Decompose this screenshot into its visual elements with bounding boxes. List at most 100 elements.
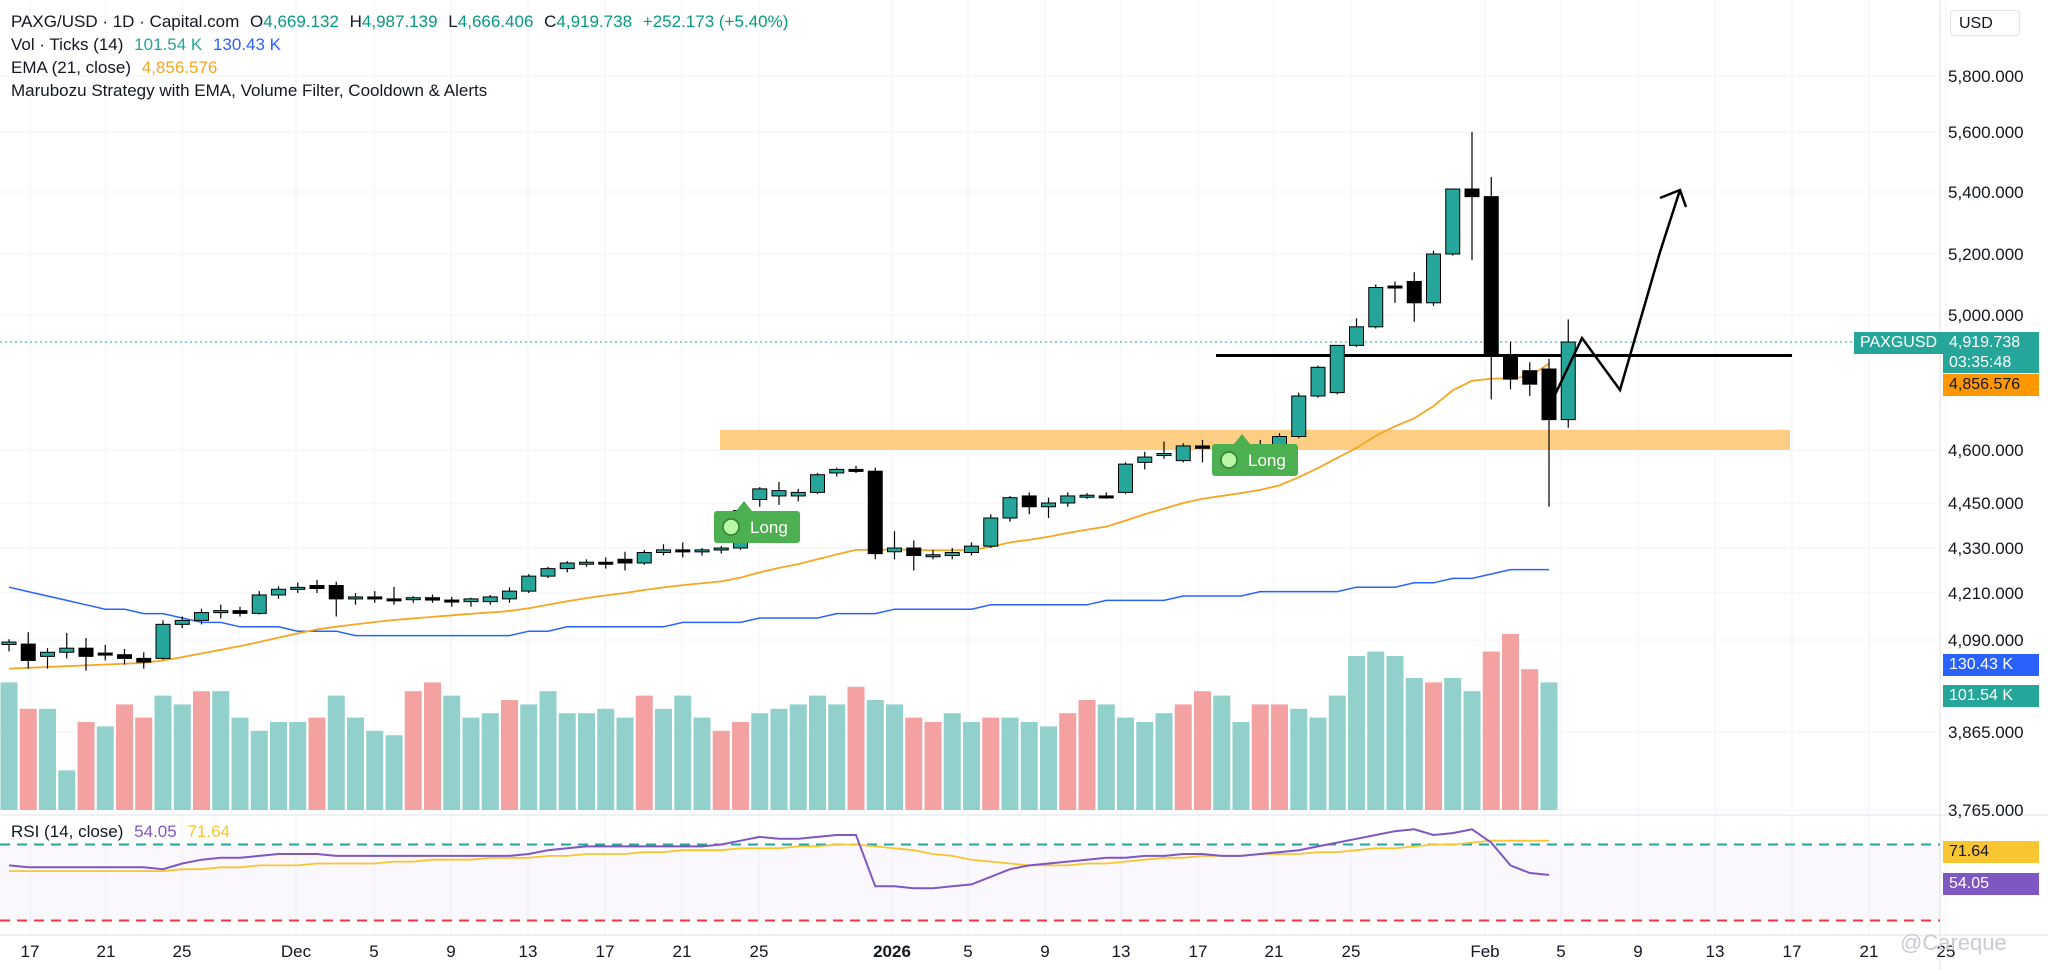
candle-body (367, 596, 383, 600)
candle-body (540, 568, 556, 577)
candle (867, 467, 883, 560)
candle (579, 559, 594, 567)
volume-bar (674, 695, 692, 810)
candle (1483, 177, 1499, 400)
time-tick-label: 5 (963, 942, 972, 961)
ema-legend-label: EMA (21, close) (11, 58, 131, 77)
price-tick-label: 5,800.000 (1948, 67, 2024, 86)
volume-bar (828, 704, 846, 810)
candle-body (155, 623, 171, 659)
long-signal-box (714, 511, 800, 543)
last-price-label: 4,919.738 (1943, 332, 2039, 354)
volume-bar (1521, 669, 1539, 810)
candle-body (502, 590, 517, 600)
candle (1, 639, 17, 652)
candle-body (213, 610, 229, 614)
strategy-legend[interactable]: Marubozu Strategy with EMA, Volume Filte… (11, 80, 493, 102)
candle-body (463, 598, 479, 603)
candle-body (810, 474, 825, 493)
candle-body (1349, 326, 1364, 346)
projection-path (1541, 189, 1682, 421)
volume-bar (1367, 651, 1385, 810)
candle (348, 593, 363, 605)
volume-legend[interactable]: Vol · Ticks (14) 101.54 K 130.43 K (11, 34, 287, 56)
price-tick-label: 5,600.000 (1948, 123, 2024, 142)
candle-body (1426, 253, 1441, 304)
candle (1329, 344, 1345, 395)
volume-bar (847, 686, 865, 810)
candle-body (117, 654, 132, 659)
candle-body (1483, 196, 1499, 356)
ema-legend[interactable]: EMA (21, close) 4,856.576 (11, 57, 223, 79)
time-tick-label: 9 (1633, 942, 1642, 961)
candle (1349, 318, 1364, 348)
volume-bar (597, 708, 615, 810)
price-axis: 5,800.000 5,600.000 5,400.000 5,200.000 5,00… (1948, 67, 2024, 820)
volume-bar (501, 700, 518, 810)
price-tick-label: 5,400.000 (1948, 183, 2024, 202)
volume-bar (424, 682, 441, 810)
candle-body (309, 585, 325, 589)
rsi-band (0, 844, 1940, 921)
candle-body (559, 562, 575, 570)
candle (906, 540, 922, 571)
volume-bar (1078, 700, 1096, 810)
volume-bar (366, 730, 384, 810)
candle-body (771, 490, 787, 497)
header-legend: PAXG/USD · 1D · Capital.com O4,669.132 H… (11, 11, 794, 33)
candle (540, 566, 556, 578)
ohlc-change: +252.173 (+5.40%) (642, 12, 789, 31)
volume-last-label: 101.54 K (1943, 685, 2039, 707)
volume-legend-value2: 130.43 K (212, 35, 282, 54)
candle (752, 487, 768, 507)
ohlc-open: O4,669.132 (250, 12, 339, 31)
volume-bar (1059, 713, 1077, 810)
volume-bar (886, 704, 903, 810)
candle-body (1060, 495, 1076, 504)
volume-bar (1136, 722, 1154, 810)
volume-bar (1540, 682, 1558, 810)
candle-body (97, 652, 113, 656)
green-dot-icon (1220, 451, 1238, 469)
candle (771, 481, 787, 505)
candle (1503, 342, 1518, 390)
candle (59, 632, 75, 659)
ohlc-low: L4,666.406 (448, 12, 534, 31)
candle (20, 632, 36, 669)
candle-body (20, 643, 36, 661)
projection-arrow-head (1659, 188, 1688, 208)
volume-bar (943, 713, 961, 810)
volume-bar (866, 700, 884, 810)
ohlc-close: C4,919.738 (544, 12, 633, 31)
time-tick-label: 17 (21, 942, 40, 961)
candle-body (617, 558, 633, 564)
volume-bar (385, 735, 403, 810)
rsi-legend[interactable]: RSI (14, close) 54.05 71.64 (11, 821, 236, 843)
candle-body (944, 552, 960, 556)
price-tick-label: 5,000.000 (1948, 306, 2024, 325)
volume-bar (1482, 651, 1500, 810)
time-tick-label: 25 (1937, 942, 1956, 961)
volume-bar (327, 695, 345, 810)
candle (675, 542, 691, 558)
candle (925, 549, 941, 560)
volume-bar (481, 713, 499, 810)
candle-body (386, 598, 402, 602)
volume-bar (809, 695, 826, 810)
volume-bar (616, 717, 634, 810)
volume-bar (635, 695, 653, 810)
volume-legend-label: Vol · Ticks (14) (11, 35, 124, 54)
currency-button[interactable]: USD (1950, 10, 2020, 36)
candle (502, 587, 517, 603)
symbol-label[interactable]: PAXG/USD · 1D · Capital.com (11, 12, 240, 31)
volume-bar (1405, 678, 1423, 810)
candle (309, 579, 325, 593)
candle (40, 648, 55, 669)
volume-bar (1040, 726, 1057, 810)
price-tick-label: 4,210.000 (1948, 584, 2024, 603)
volume-bar (924, 722, 942, 810)
candle-body (1175, 445, 1191, 462)
volume-bar (1386, 656, 1404, 810)
volume-bar (173, 704, 191, 810)
candle-body (1021, 495, 1037, 508)
